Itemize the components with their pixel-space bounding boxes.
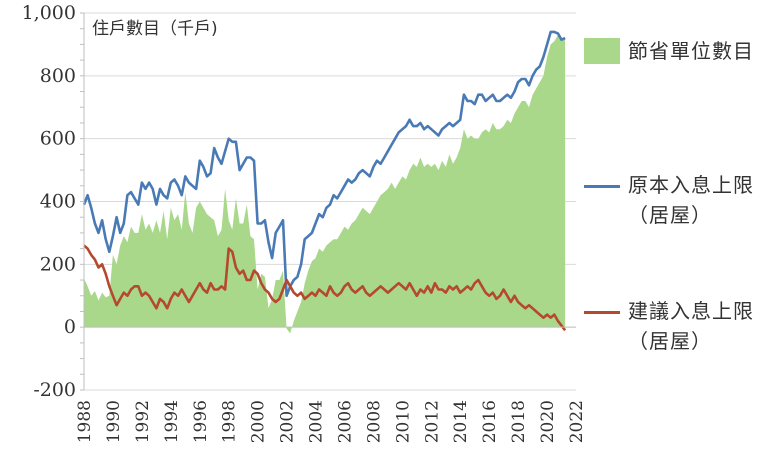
line-proposed-cap [83,244,567,332]
x-tick-label: 1996 [191,400,211,443]
x-tick-label: 2002 [278,400,298,443]
legend-item-original: 原本入息上限（居屋） [584,170,758,230]
savings-area-series [84,35,566,334]
y-tick-label: 800 [40,65,76,87]
legend-label-area: 節省單位數目 [628,39,754,63]
y-axis-unit-label: 住戶數目（千戶) [92,19,218,39]
x-tick-label: 2010 [393,400,413,443]
x-tick-label: 2018 [509,400,529,443]
legend-item-area: 節省單位數目 [584,36,758,66]
x-tick-label: 2020 [538,400,558,443]
axes [80,12,576,391]
x-tick-label: 1988 [75,400,95,443]
legend-item-proposed: 建議入息上限（居屋） [584,296,758,356]
y-tick-label: -200 [33,379,76,401]
x-tick-label: 1992 [133,400,153,443]
legend-label-original: 原本入息上限（居屋） [628,173,754,227]
legend-label-proposed: 建議入息上限（居屋） [628,299,754,353]
area-savings [84,35,566,334]
x-tick-label: 2004 [307,400,327,443]
line-original-cap [82,30,566,298]
legend-swatch-area [584,38,620,64]
x-tick-label: 1998 [220,400,240,443]
y-tick-label: 200 [40,253,76,275]
x-tick-labels: 1988 1990 1992 1994 1996 1998 2000 2002 2004 2006… [75,400,587,443]
x-tick-label: 2012 [422,400,442,443]
legend-swatch-original [584,185,620,188]
x-tick-label: 2014 [451,400,471,443]
x-tick-label: 2000 [249,400,269,443]
y-tick-label: 400 [40,191,76,213]
y-tick-labels: 1,000 800 600 400 200 0 -200 [22,2,76,401]
x-tick-label: 2022 [567,400,587,443]
x-tick-label: 1994 [162,400,182,443]
x-tick-label: 2006 [335,400,355,443]
x-tick-label: 2008 [364,400,384,443]
y-tick-label: 0 [64,316,76,338]
legend-swatch-proposed [584,311,620,314]
x-tick-label: 1990 [104,400,124,443]
x-tick-label: 2016 [480,400,500,443]
line-series-group [82,30,567,332]
y-tick-label: 600 [40,128,76,150]
legend: 節省單位數目 原本入息上限（居屋） 建議入息上限（居屋） [584,0,760,468]
y-tick-label: 1,000 [22,2,76,24]
